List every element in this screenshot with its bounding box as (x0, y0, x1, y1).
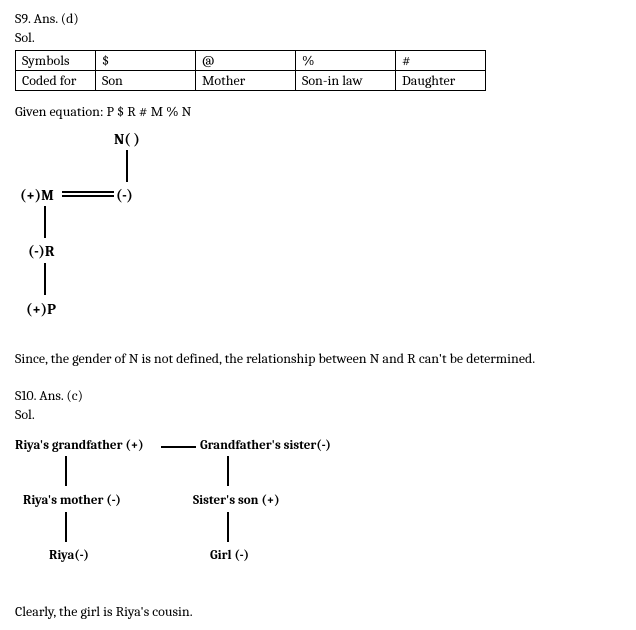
s10-answer-header: S10. Ans. (c) (15, 387, 621, 404)
tree-line (44, 206, 46, 238)
table-cell: Coded for (16, 71, 96, 91)
node-m-spouse: (-) (116, 186, 133, 204)
node-r: (-)R (28, 242, 55, 260)
s9-sol-label: Sol. (15, 29, 621, 46)
node-p: (+)P (26, 300, 56, 318)
table-cell: Son-in law (296, 71, 396, 91)
table-cell: Mother (196, 71, 296, 91)
table-cell: Son (96, 71, 196, 91)
node-n: N( ) (114, 130, 140, 148)
table-cell: % (296, 51, 396, 71)
table-cell: $ (96, 51, 196, 71)
tree-line (65, 456, 67, 486)
tree-line (227, 456, 229, 486)
table-cell: Symbols (16, 51, 96, 71)
table-cell: # (396, 51, 486, 71)
table-cell: @ (196, 51, 296, 71)
node-m: (+)M (20, 186, 54, 204)
tree-line (44, 263, 46, 295)
tree-line (161, 446, 196, 448)
s10-family-tree: Riya's grandfather (+) Grandfather's sis… (15, 438, 415, 593)
table-row: Symbols $ @ % # (16, 51, 486, 71)
tree-marriage-line (62, 191, 114, 197)
node-riya: Riya(-) (49, 548, 89, 563)
node-girl: Girl (-) (210, 548, 249, 563)
node-mother: Riya's mother (-) (23, 493, 121, 508)
symbols-table: Symbols $ @ % # Coded for Son Mother Son… (15, 50, 486, 91)
s10-conclusion: Clearly, the girl is Riya's cousin. (15, 603, 621, 620)
tree-line (227, 512, 229, 542)
tree-line (65, 512, 67, 542)
s9-tree-diagram: N( ) (+)M (-) (-)R (+)P (20, 130, 320, 340)
node-gf-sister: Grandfather's sister(-) (200, 438, 331, 453)
s9-answer-header: S9. Ans. (d) (15, 10, 621, 27)
table-row: Coded for Son Mother Son-in law Daughter (16, 71, 486, 91)
equation-text: Given equation: P $ R # M % N (15, 103, 621, 120)
s9-conclusion: Since, the gender of N is not defined, t… (15, 350, 621, 367)
tree-line (126, 150, 128, 182)
table-cell: Daughter (396, 71, 486, 91)
s10-sol-label: Sol. (15, 406, 621, 423)
node-grandfather: Riya's grandfather (+) (15, 438, 144, 453)
node-sister-son: Sister's son (+) (193, 493, 280, 508)
